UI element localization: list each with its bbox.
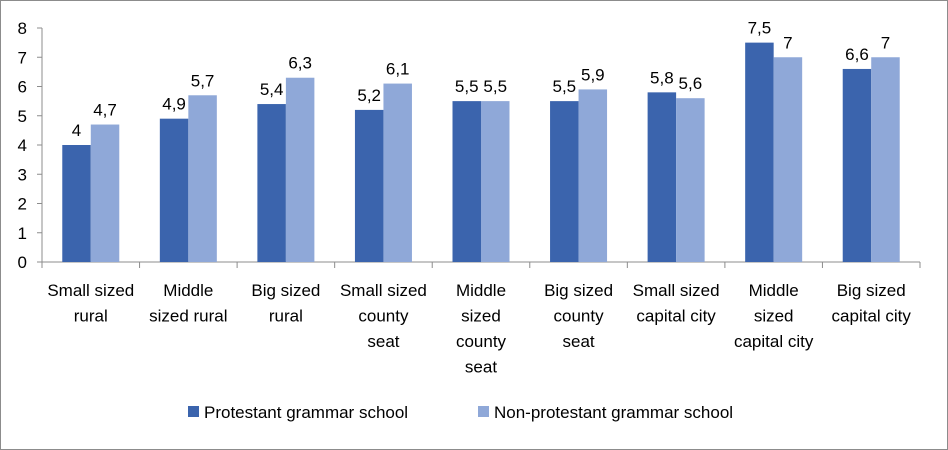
x-tick-label: Middle sized rural (149, 281, 227, 326)
bar (676, 98, 705, 262)
bar (285, 77, 315, 262)
legend-label: Non-protestant grammar school (494, 403, 733, 422)
x-tick-label: Big sized county seat (544, 281, 613, 351)
data-label: 4,9 (162, 95, 186, 114)
bar (871, 57, 900, 262)
data-label: 7,5 (748, 19, 772, 38)
y-tick-label: 5 (18, 107, 27, 126)
y-tick-label: 4 (18, 136, 27, 155)
data-label: 5,5 (483, 77, 507, 96)
x-tick-label: Middle sized county seat (456, 281, 507, 377)
y-tick-label: 6 (18, 78, 27, 97)
legend-label: Protestant grammar school (204, 403, 408, 422)
bar (354, 109, 384, 263)
bar (578, 89, 608, 262)
y-tick-label: 8 (18, 19, 27, 38)
y-tick-label: 0 (18, 253, 27, 272)
bar (842, 68, 872, 262)
data-label: 6,3 (288, 54, 312, 73)
bar (62, 145, 91, 262)
data-label: 5,5 (455, 77, 479, 96)
data-label: 5,4 (260, 80, 284, 99)
y-tick-label: 3 (18, 165, 27, 184)
bar (383, 83, 412, 262)
data-label: 5,8 (650, 68, 674, 87)
x-tick-label: Small sized rural (47, 281, 134, 326)
bar (188, 95, 217, 263)
y-axis: 0 1 2 3 4 5 6 7 8 (18, 19, 43, 272)
bar (90, 124, 120, 263)
x-tick-label: Big sized rural (251, 281, 320, 326)
bar (481, 101, 510, 262)
legend-swatch (478, 406, 489, 417)
data-label: 5,7 (191, 71, 215, 90)
bar (773, 57, 803, 262)
data-label: 6,6 (845, 45, 869, 64)
y-tick-label: 2 (18, 195, 27, 214)
x-axis: Small sized rural Middle sized rural Big siz… (41, 261, 921, 377)
bars (62, 42, 900, 263)
data-label: 5,5 (552, 77, 576, 96)
legend-swatch (188, 406, 199, 417)
bar (257, 104, 286, 262)
data-label: 7 (881, 33, 890, 52)
x-tick-label: Small sized capital city (633, 281, 720, 326)
data-label: 4,7 (93, 101, 117, 120)
data-label: 4 (72, 121, 81, 140)
data-label: 6,1 (386, 60, 410, 79)
legend: Protestant grammar school Non-protestant … (188, 403, 733, 422)
x-tick-label: Big sized capital city (832, 281, 912, 326)
data-label: 7 (783, 33, 792, 52)
y-tick-label: 7 (18, 48, 27, 67)
bar (647, 92, 677, 262)
x-tick-label: Middle sized capital city (734, 281, 814, 351)
bar (550, 101, 579, 262)
bar (745, 42, 774, 262)
bar (159, 118, 189, 262)
x-tick-label: Small sized county seat (340, 281, 427, 351)
data-label: 5,6 (679, 74, 703, 93)
data-label: 5,2 (357, 86, 381, 105)
data-label: 5,9 (581, 65, 605, 84)
bar (452, 101, 481, 262)
data-labels: 44,7 4,95,7 5,46,35,26,15,5 5,5 5,55,9 5,8 5,6… (72, 19, 890, 140)
y-tick-label: 1 (18, 224, 27, 243)
